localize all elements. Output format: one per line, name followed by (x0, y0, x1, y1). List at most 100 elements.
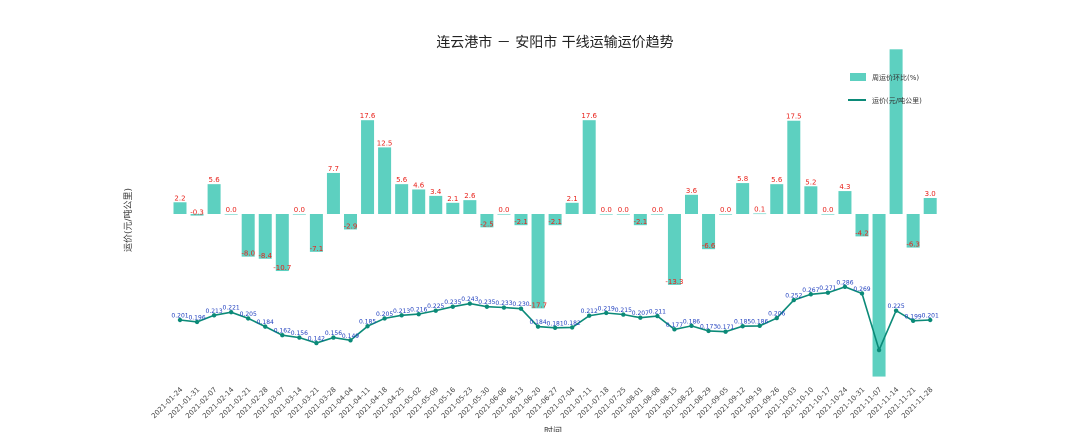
line-point (450, 304, 455, 309)
bar-data-label: 2.2 (174, 194, 185, 202)
bar (190, 214, 204, 216)
line-point (842, 284, 848, 290)
line-point (280, 333, 285, 338)
bar (923, 198, 937, 214)
line-point (552, 325, 558, 330)
line-data-label: 0.213 (393, 308, 410, 315)
bar (463, 200, 477, 214)
bar-series: 2.2 -0.3 5.6 0.0 -8.0 -8.4-10.7 0.0 -7.1 7.7 -2.9… (173, 49, 937, 377)
line-data-label: 0.206 (768, 311, 785, 318)
bar (719, 214, 733, 215)
bar-data-label: 2.6 (464, 192, 476, 200)
line-point (893, 308, 899, 313)
bar (548, 214, 562, 226)
line-data-label: 0.205 (376, 311, 393, 318)
bar (599, 214, 613, 215)
line-data-label: 0.213 (206, 308, 223, 315)
bar (685, 194, 698, 214)
line-data-label: 0.267 (802, 287, 819, 294)
line-point (382, 316, 387, 321)
bar (804, 186, 818, 214)
bar (258, 214, 272, 259)
bar (531, 214, 545, 309)
line-point (501, 305, 507, 310)
bar (667, 214, 681, 285)
line-point (569, 325, 575, 330)
bar (514, 214, 528, 226)
line-data-label: 0.216 (410, 307, 427, 314)
line-point (399, 313, 404, 318)
bar (173, 202, 187, 214)
line-data-label: 0.286 (836, 279, 853, 286)
line-data-label: 0.243 (461, 296, 478, 303)
line-point (689, 323, 694, 329)
line-point (177, 317, 183, 323)
line-data-label: 0.271 (819, 285, 836, 292)
bar-data-label: -6.6 (702, 242, 716, 250)
legend-bar-swatch (850, 73, 866, 81)
line-data-label: 0.215 (615, 307, 632, 314)
line-data-label: 0.235 (444, 299, 461, 306)
bar (326, 172, 340, 214)
bar-data-label: 3.4 (430, 188, 442, 196)
bar-data-label: 5.6 (771, 176, 783, 184)
bar-data-label: -2.1 (514, 218, 528, 226)
line-data-label: 0.207 (632, 310, 649, 317)
line-data-label: 0.186 (683, 318, 700, 325)
line-data-label: 0.171 (717, 324, 734, 331)
bar (633, 214, 647, 226)
bar-data-label: 12.5 (377, 139, 393, 147)
bar-data-label: 5.6 (396, 176, 408, 184)
bar (889, 49, 903, 214)
bar-data-label: 5.8 (737, 175, 748, 183)
line-data-label: 0.212 (581, 308, 598, 315)
line-data-label: 0.186 (751, 318, 768, 325)
bar-data-label: -13.3 (665, 278, 683, 286)
line-point (655, 313, 660, 319)
line-point (484, 304, 490, 309)
line-data-label: 0.173 (700, 323, 717, 330)
line-data-label: 0.230 (512, 301, 529, 308)
bar-data-label: 0.0 (720, 206, 731, 214)
bar (838, 191, 852, 214)
bar-data-label: -0.3 (190, 209, 204, 217)
line-point (638, 315, 643, 320)
line-point (672, 327, 677, 332)
x-axis-label: 时间 (544, 425, 562, 432)
legend-bar-label: 周运价环比(%) (872, 73, 919, 82)
bar (224, 214, 238, 215)
bar (429, 195, 443, 214)
bar (906, 214, 920, 248)
bar-data-label: -8.0 (241, 250, 255, 258)
bar-data-label: 3.6 (686, 187, 698, 195)
y-axis-label: 运价(元/吨公里) (122, 188, 134, 252)
line-point (314, 340, 319, 346)
line-data-label: 0.221 (223, 305, 240, 312)
line-data-label: 0.162 (274, 328, 291, 335)
bar (309, 214, 323, 252)
bar (361, 120, 375, 214)
bar-data-label: -4.2 (855, 229, 869, 237)
line-data-label: 0.201 (171, 313, 188, 320)
bar-data-label: -2.9 (344, 222, 358, 230)
line-point (928, 317, 933, 323)
chart-title: 连云港市 － 安阳市 干线运输运价趋势 (436, 34, 673, 51)
line-point (910, 318, 916, 323)
line-data-label: 0.156 (325, 330, 342, 337)
line-data-label: 0.184 (257, 319, 274, 326)
series-line (179, 286, 931, 353)
bar (207, 184, 221, 214)
bar (378, 147, 392, 214)
line-point (774, 315, 779, 321)
bar-data-label: -8.4 (258, 252, 272, 260)
bar-data-label: -17.7 (529, 301, 547, 309)
line-point (211, 313, 217, 318)
bar (241, 214, 255, 257)
x-axis-ticks: 2021-01-242021-01-312021-02-072021-02-14… (150, 385, 935, 420)
line-point (348, 338, 353, 343)
line-data-label: 0.149 (342, 333, 359, 340)
line-data-label: 0.225 (427, 303, 444, 310)
bar (565, 202, 579, 214)
bar-data-label: 2.1 (447, 195, 458, 203)
line-point (416, 311, 421, 317)
